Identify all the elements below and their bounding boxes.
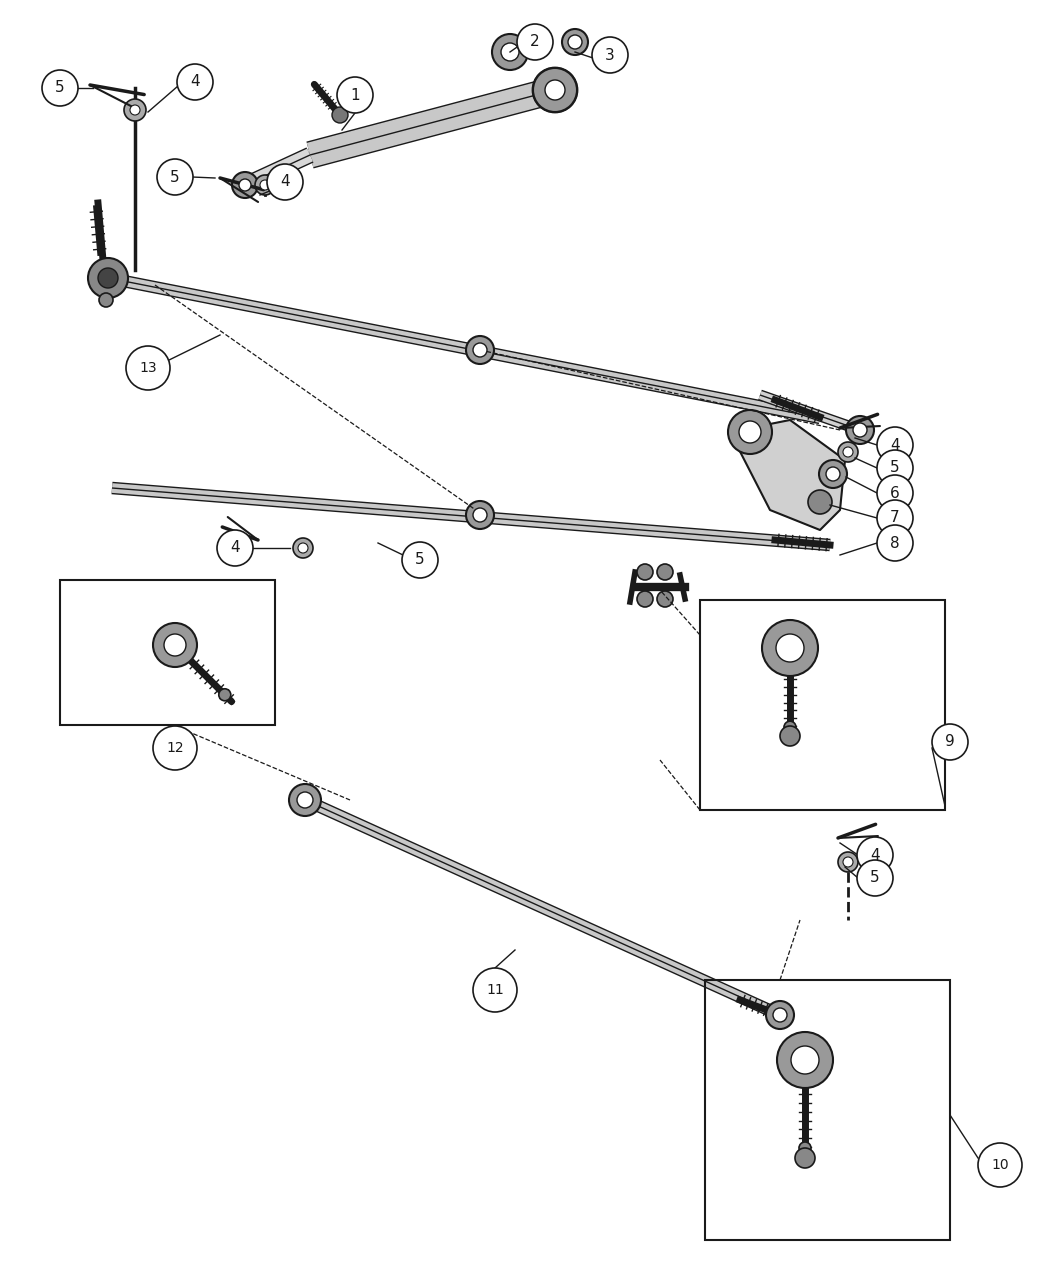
Polygon shape <box>730 420 845 530</box>
Text: 4: 4 <box>190 74 200 90</box>
Text: 5: 5 <box>170 170 180 184</box>
Circle shape <box>337 77 373 113</box>
Text: 7: 7 <box>890 510 899 526</box>
Circle shape <box>638 591 653 608</box>
Circle shape <box>153 623 197 668</box>
Circle shape <box>843 857 853 867</box>
Text: 2: 2 <box>530 35 540 50</box>
Circle shape <box>466 336 494 365</box>
Circle shape <box>568 35 582 49</box>
Text: 4: 4 <box>280 174 289 189</box>
Circle shape <box>877 427 913 463</box>
Circle shape <box>298 544 308 553</box>
Circle shape <box>130 105 140 115</box>
Text: 5: 5 <box>890 460 899 476</box>
Circle shape <box>739 421 761 443</box>
Circle shape <box>533 68 576 113</box>
Circle shape <box>267 164 303 200</box>
Circle shape <box>838 852 858 872</box>
Circle shape <box>177 64 213 100</box>
Text: 5: 5 <box>870 871 879 885</box>
Text: 9: 9 <box>945 734 955 749</box>
Circle shape <box>492 35 528 70</box>
Circle shape <box>853 423 867 437</box>
Circle shape <box>978 1143 1021 1187</box>
Circle shape <box>791 1046 820 1074</box>
Circle shape <box>795 1149 815 1168</box>
Circle shape <box>473 508 487 522</box>
Circle shape <box>592 37 628 73</box>
Circle shape <box>42 70 78 106</box>
Circle shape <box>846 416 874 444</box>
Circle shape <box>784 721 796 733</box>
Circle shape <box>239 179 251 191</box>
Circle shape <box>157 159 193 194</box>
Text: 11: 11 <box>486 984 504 998</box>
Circle shape <box>260 180 270 191</box>
Circle shape <box>877 500 913 536</box>
Circle shape <box>562 29 588 55</box>
Circle shape <box>780 726 800 746</box>
Circle shape <box>517 24 553 60</box>
Circle shape <box>124 98 146 122</box>
Circle shape <box>255 175 275 194</box>
Circle shape <box>219 689 230 701</box>
Bar <box>705 980 950 1241</box>
Text: 6: 6 <box>890 486 899 500</box>
Text: 4: 4 <box>870 848 879 862</box>
Circle shape <box>153 726 197 770</box>
Circle shape <box>932 724 968 760</box>
Circle shape <box>773 1008 787 1022</box>
Text: 1: 1 <box>350 87 360 102</box>
Circle shape <box>98 269 118 288</box>
Circle shape <box>826 467 839 481</box>
Circle shape <box>533 68 576 113</box>
Text: 4: 4 <box>230 541 240 555</box>
Circle shape <box>877 450 913 486</box>
Text: 10: 10 <box>991 1157 1009 1172</box>
Circle shape <box>126 347 170 390</box>
Text: 13: 13 <box>139 361 157 375</box>
Circle shape <box>217 530 252 567</box>
Text: 12: 12 <box>166 741 184 755</box>
Circle shape <box>800 1142 811 1154</box>
Circle shape <box>762 620 818 677</box>
Text: 5: 5 <box>416 553 425 568</box>
Circle shape <box>501 43 519 61</box>
Circle shape <box>820 460 847 489</box>
Circle shape <box>88 258 128 298</box>
Circle shape <box>808 490 832 514</box>
Circle shape <box>297 792 313 808</box>
Circle shape <box>402 542 438 578</box>
Circle shape <box>776 634 804 663</box>
Bar <box>700 600 945 810</box>
Circle shape <box>777 1032 833 1088</box>
Circle shape <box>838 443 858 462</box>
Circle shape <box>638 564 653 579</box>
Circle shape <box>766 1001 794 1030</box>
Circle shape <box>466 501 494 530</box>
Circle shape <box>545 81 565 100</box>
Circle shape <box>99 293 113 307</box>
Circle shape <box>473 343 487 357</box>
Circle shape <box>473 968 517 1012</box>
Bar <box>60 579 275 725</box>
Text: 8: 8 <box>890 536 899 550</box>
Circle shape <box>164 634 186 656</box>
Circle shape <box>857 836 893 874</box>
Circle shape <box>658 591 673 608</box>
Circle shape <box>332 107 348 123</box>
Text: 5: 5 <box>55 81 65 96</box>
Circle shape <box>658 564 673 579</box>
Circle shape <box>877 475 913 512</box>
Circle shape <box>232 171 258 198</box>
Circle shape <box>289 784 321 816</box>
Circle shape <box>728 411 772 454</box>
Circle shape <box>294 538 313 558</box>
Text: 4: 4 <box>890 437 899 453</box>
Text: 3: 3 <box>605 47 614 63</box>
Circle shape <box>877 524 913 561</box>
Circle shape <box>857 859 893 897</box>
Circle shape <box>843 446 853 457</box>
